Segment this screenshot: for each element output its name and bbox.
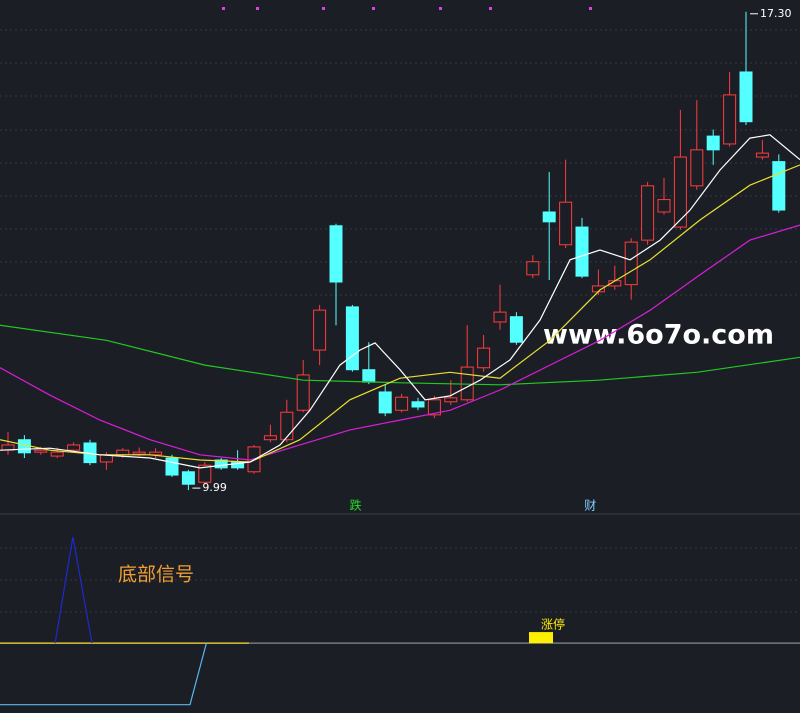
candle-body (296, 374, 310, 411)
candle-body (477, 347, 491, 369)
line-series (0, 224, 800, 461)
grid (0, 29, 800, 613)
candle-body (427, 399, 441, 416)
candle-body (313, 309, 327, 351)
candle-body (132, 451, 146, 455)
candle-body (641, 185, 655, 241)
candle-body (116, 449, 130, 456)
candle-body (739, 71, 753, 123)
limit-up-label: 涨停 (541, 617, 565, 632)
candle-body (772, 161, 786, 211)
watermark: www.6o7o.com (543, 320, 774, 351)
candle-body (165, 457, 179, 476)
candle-body (657, 199, 671, 213)
candle-body (149, 451, 163, 456)
line-series (0, 642, 207, 706)
candle-body (362, 369, 376, 383)
candle-body (67, 444, 81, 451)
line-series (0, 324, 800, 386)
annotation-label: 9.99 (202, 481, 227, 494)
candle-body (198, 464, 212, 483)
candle-body (706, 135, 720, 151)
candle-body (378, 391, 392, 414)
candle-body (181, 471, 195, 485)
candle-body (509, 316, 523, 343)
signal-title: 底部信号 (118, 564, 194, 586)
candle-body (624, 241, 638, 286)
candle-body (460, 366, 474, 401)
line-series (0, 134, 800, 469)
candle-body (559, 201, 573, 246)
top-dots (222, 7, 592, 10)
line-series (54, 536, 93, 644)
indicator-bar (529, 632, 553, 644)
candle-body (575, 226, 589, 277)
candle-body (411, 401, 425, 408)
candle-body (50, 451, 64, 457)
candle-body (542, 211, 556, 223)
candle-body (690, 149, 704, 187)
candle-body (673, 156, 687, 228)
annotation-label: 17.30 (760, 7, 792, 20)
line-series (0, 164, 800, 463)
signal-marker: 跌 (350, 498, 362, 513)
candle-body (493, 311, 507, 323)
candle-body (755, 152, 769, 158)
candle-body (526, 261, 540, 276)
candle-body (345, 306, 359, 371)
candle-body (263, 435, 277, 441)
candle-body (214, 459, 228, 469)
candle-body (723, 94, 737, 145)
candle-body (329, 225, 343, 283)
candle-body (280, 411, 294, 441)
candle-body (34, 449, 48, 453)
signal-marker: 财 (584, 499, 596, 513)
candle-body (395, 396, 409, 411)
candle-body (444, 397, 458, 403)
